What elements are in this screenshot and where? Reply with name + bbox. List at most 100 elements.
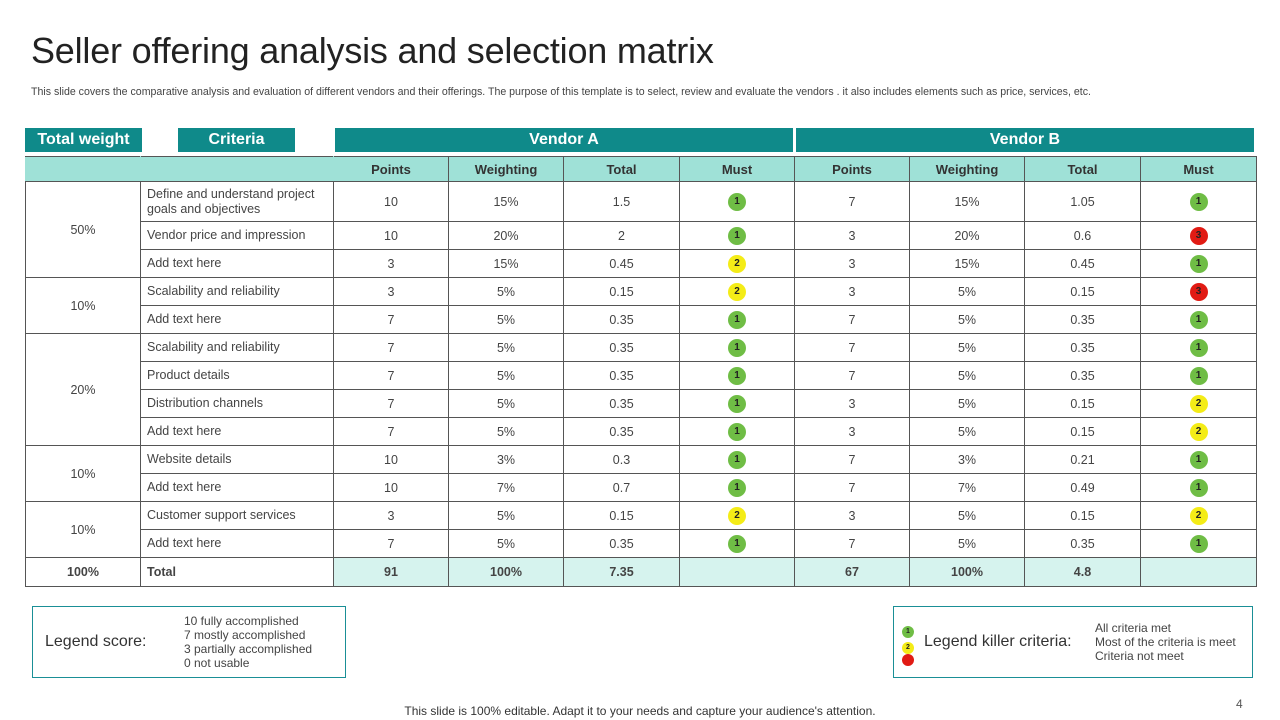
table-row: 20% Scalability and reliability 7 5% 0.35 1 7 5…	[25, 333, 1257, 446]
vendor-b-total-cell: 1.05	[1024, 181, 1141, 222]
vendor-b-must-cell: 1	[1140, 333, 1257, 362]
vendor-a-total-cell: 0.7	[563, 473, 680, 502]
must-badge-green: 1	[728, 450, 746, 469]
must-badge-green: 1	[728, 366, 746, 385]
table-row: Distribution channels 7 5% 0.35 1 3 5% 0.15 2	[26, 389, 1257, 418]
vendor-a-weighting-cell: 5%	[448, 361, 564, 390]
column-header-points-a: Points	[333, 156, 449, 182]
vendor-a-must-cell: 2	[679, 277, 795, 306]
must-badge-yellow: 2	[728, 282, 746, 301]
column-header-weighting-a: Weighting	[448, 156, 564, 182]
criteria-cell: Define and understand project goals and …	[140, 181, 334, 222]
page-subtitle: This slide covers the comparative analys…	[31, 86, 1091, 98]
vendor-a-total-cell: 0.35	[563, 529, 680, 558]
vendor-a-weighting-cell: 5%	[448, 333, 564, 362]
vendor-a-must-cell: 2	[679, 249, 795, 278]
must-badge-green: 1	[728, 394, 746, 413]
vendor-b-weighting-cell: 5%	[909, 501, 1025, 530]
table-row: Add text here 3 15% 0.45 2 3 15% 0.45 1	[26, 249, 1257, 278]
vendor-b-points-cell: 3	[794, 221, 910, 250]
vendor-a-must-cell: 1	[679, 473, 795, 502]
column-header-must-b: Must	[1140, 156, 1257, 182]
vendor-a-weighting-cell: 5%	[448, 389, 564, 418]
vendor-a-total-cell: 0.35	[563, 417, 680, 446]
vendor-b-points-cell: 7	[794, 473, 910, 502]
vendor-b-points-cell: 7	[794, 181, 910, 222]
vendor-b-points-cell: 7	[794, 305, 910, 334]
table-row: 10% Scalability and reliability 3 5% 0.15 2 3 5…	[25, 277, 1257, 334]
column-header-must-a: Must	[679, 156, 795, 182]
vendor-b-must-cell: 1	[1140, 361, 1257, 390]
must-badge-green: 1	[728, 534, 746, 553]
vendor-a-total-weighting-cell: 100%	[448, 557, 564, 587]
vendor-a-points-cell: 7	[333, 361, 449, 390]
vendor-b-weighting-cell: 5%	[909, 417, 1025, 446]
total-weight-cell: 50%	[25, 181, 141, 278]
must-badge-green: 1	[728, 192, 746, 211]
criteria-cell: Add text here	[140, 417, 334, 446]
vendor-b-must-cell: 3	[1140, 277, 1257, 306]
vendor-a-weighting-cell: 15%	[448, 181, 564, 222]
vendor-b-total-cell: 0.45	[1024, 249, 1141, 278]
vendor-a-total-cell: 1.5	[563, 181, 680, 222]
vendor-a-points-cell: 7	[333, 305, 449, 334]
header-total-weight: Total weight	[25, 128, 142, 152]
vendor-b-total-cell: 0.35	[1024, 305, 1141, 334]
legend-score-label: Legend score:	[45, 633, 147, 650]
vendor-a-total-cell: 0.35	[563, 389, 680, 418]
vendor-b-total-cell: 0.15	[1024, 501, 1141, 530]
page-number: 4	[1236, 697, 1243, 711]
total-weight-cell: 20%	[25, 333, 141, 446]
criteria-cell: Product details	[140, 361, 334, 390]
table-row: Product details 7 5% 0.35 1 7 5% 0.35 1	[26, 361, 1257, 390]
legend-score-item: 10 fully accomplished	[184, 614, 299, 628]
vendor-a-points-cell: 10	[333, 181, 449, 222]
vendor-a-must-cell: 1	[679, 445, 795, 474]
must-badge-green: 1	[1189, 366, 1208, 385]
legend-badge-red	[902, 654, 914, 666]
vendor-b-total-total-cell: 4.8	[1024, 557, 1141, 587]
vendor-b-weighting-cell: 5%	[909, 305, 1025, 334]
legend-killer-box: 1 2 Legend killer criteria: All criteria…	[893, 606, 1253, 678]
must-badge-yellow: 2	[1189, 422, 1208, 441]
vendor-a-points-cell: 10	[333, 473, 449, 502]
must-badge-red: 3	[1189, 282, 1208, 301]
vendor-b-must-cell: 1	[1140, 249, 1257, 278]
must-badge-green: 1	[728, 422, 746, 441]
vendor-a-total-must-cell	[679, 557, 795, 587]
total-label-cell: Total	[140, 557, 334, 587]
vendor-a-must-cell: 1	[679, 305, 795, 334]
vendor-b-points-cell: 3	[794, 277, 910, 306]
vendor-a-must-cell: 1	[679, 333, 795, 362]
table-row: Add text here 7 5% 0.35 1 7 5% 0.35 1	[26, 305, 1257, 334]
table-row: Add text here 7 5% 0.35 1 7 5% 0.35 1	[26, 529, 1257, 558]
criteria-cell: Distribution channels	[140, 389, 334, 418]
vendor-a-total-cell: 0.45	[563, 249, 680, 278]
total-weight-cell: 10%	[25, 277, 141, 334]
criteria-cell: Scalability and reliability	[140, 277, 334, 306]
must-badge-yellow: 2	[1189, 394, 1208, 413]
vendor-a-must-cell: 1	[679, 181, 795, 222]
vendor-b-total-cell: 0.49	[1024, 473, 1141, 502]
vendor-b-total-cell: 0.15	[1024, 389, 1141, 418]
vendor-b-must-cell: 2	[1140, 501, 1257, 530]
matrix-body: 50% Define and understand project goals a…	[25, 181, 1257, 587]
legend-badge-yellow: 2	[902, 642, 914, 654]
vendor-a-total-cell: 0.15	[563, 277, 680, 306]
vendor-a-weighting-cell: 20%	[448, 221, 564, 250]
legend-score-item: 7 mostly accomplished	[184, 628, 306, 642]
header-criteria: Criteria	[178, 128, 295, 152]
legend-killer-badges: 1 2	[902, 622, 914, 669]
vendor-b-total-must-cell	[1140, 557, 1257, 587]
vendor-b-points-cell: 7	[794, 529, 910, 558]
criteria-cell: Add text here	[140, 249, 334, 278]
table-row: 10% Customer support services 3 5% 0.15 2 3 5% 0…	[25, 501, 1257, 558]
vendor-b-total-cell: 0.21	[1024, 445, 1141, 474]
selection-matrix-table: Points Weighting Total Must Points Weigh…	[25, 156, 1257, 587]
table-row: Vendor price and impression 10 20% 2 1 3 20% 0.…	[26, 221, 1257, 250]
column-header-total-a: Total	[563, 156, 680, 182]
table-row: 10% Website details 10 3% 0.3 1 7 3% 0.21 1	[25, 445, 1257, 502]
must-badge-green: 1	[728, 338, 746, 357]
vendor-b-must-cell: 1	[1140, 181, 1257, 222]
vendor-b-total-cell: 0.35	[1024, 361, 1141, 390]
